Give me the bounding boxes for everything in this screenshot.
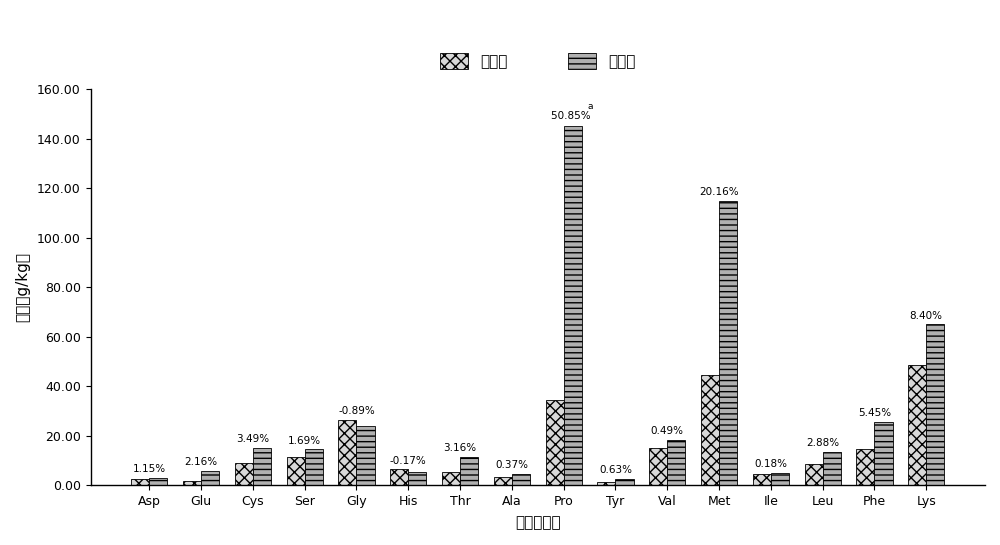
Bar — [253, 448, 271, 486]
Bar — [753, 474, 771, 486]
Text: -0.89%: -0.89% — [338, 406, 375, 416]
Bar — [649, 448, 667, 486]
Text: 1.15%: 1.15% — [133, 464, 166, 474]
Text: 0.63%: 0.63% — [599, 465, 632, 475]
Text: 3.16%: 3.16% — [444, 443, 477, 453]
Bar — [771, 473, 789, 486]
Bar — [305, 450, 323, 486]
Bar — [512, 474, 530, 486]
Text: 2.16%: 2.16% — [185, 457, 218, 467]
Bar — [805, 464, 823, 486]
Bar — [667, 439, 685, 486]
Bar — [719, 201, 737, 486]
Bar — [701, 375, 719, 486]
Bar — [183, 481, 201, 486]
Bar — [494, 477, 512, 486]
Bar — [856, 450, 874, 486]
X-axis label: 氨基酸组成: 氨基酸组成 — [515, 515, 561, 530]
Bar — [390, 469, 408, 486]
Bar — [615, 479, 634, 486]
Bar — [823, 452, 841, 486]
Bar — [356, 426, 375, 486]
Text: 0.37%: 0.37% — [495, 461, 528, 470]
Bar — [546, 400, 564, 486]
Text: 3.49%: 3.49% — [236, 434, 269, 445]
Bar — [149, 478, 167, 486]
Text: a: a — [587, 102, 593, 111]
Bar — [926, 324, 944, 486]
Text: 5.45%: 5.45% — [858, 409, 891, 419]
Bar — [235, 463, 253, 486]
Bar — [460, 457, 478, 486]
Text: 50.85%: 50.85% — [551, 111, 594, 122]
Bar — [908, 365, 926, 486]
Text: 0.49%: 0.49% — [651, 426, 684, 436]
Text: 20.16%: 20.16% — [699, 187, 739, 197]
Bar — [874, 422, 893, 486]
Bar — [131, 479, 149, 486]
Text: 2.88%: 2.88% — [806, 438, 839, 448]
Text: 8.40%: 8.40% — [910, 311, 943, 320]
Bar — [564, 126, 582, 486]
Bar — [408, 473, 426, 486]
Text: 0.18%: 0.18% — [754, 459, 787, 469]
Bar — [287, 457, 305, 486]
Text: -0.17%: -0.17% — [390, 456, 427, 465]
Legend: 能解前, 能解后: 能解前, 能解后 — [432, 45, 643, 76]
Bar — [442, 472, 460, 486]
Text: 1.69%: 1.69% — [288, 435, 321, 446]
Bar — [597, 482, 615, 486]
Bar — [201, 471, 219, 486]
Y-axis label: 含量（g/kg）: 含量（g/kg） — [15, 252, 30, 322]
Bar — [338, 420, 356, 486]
